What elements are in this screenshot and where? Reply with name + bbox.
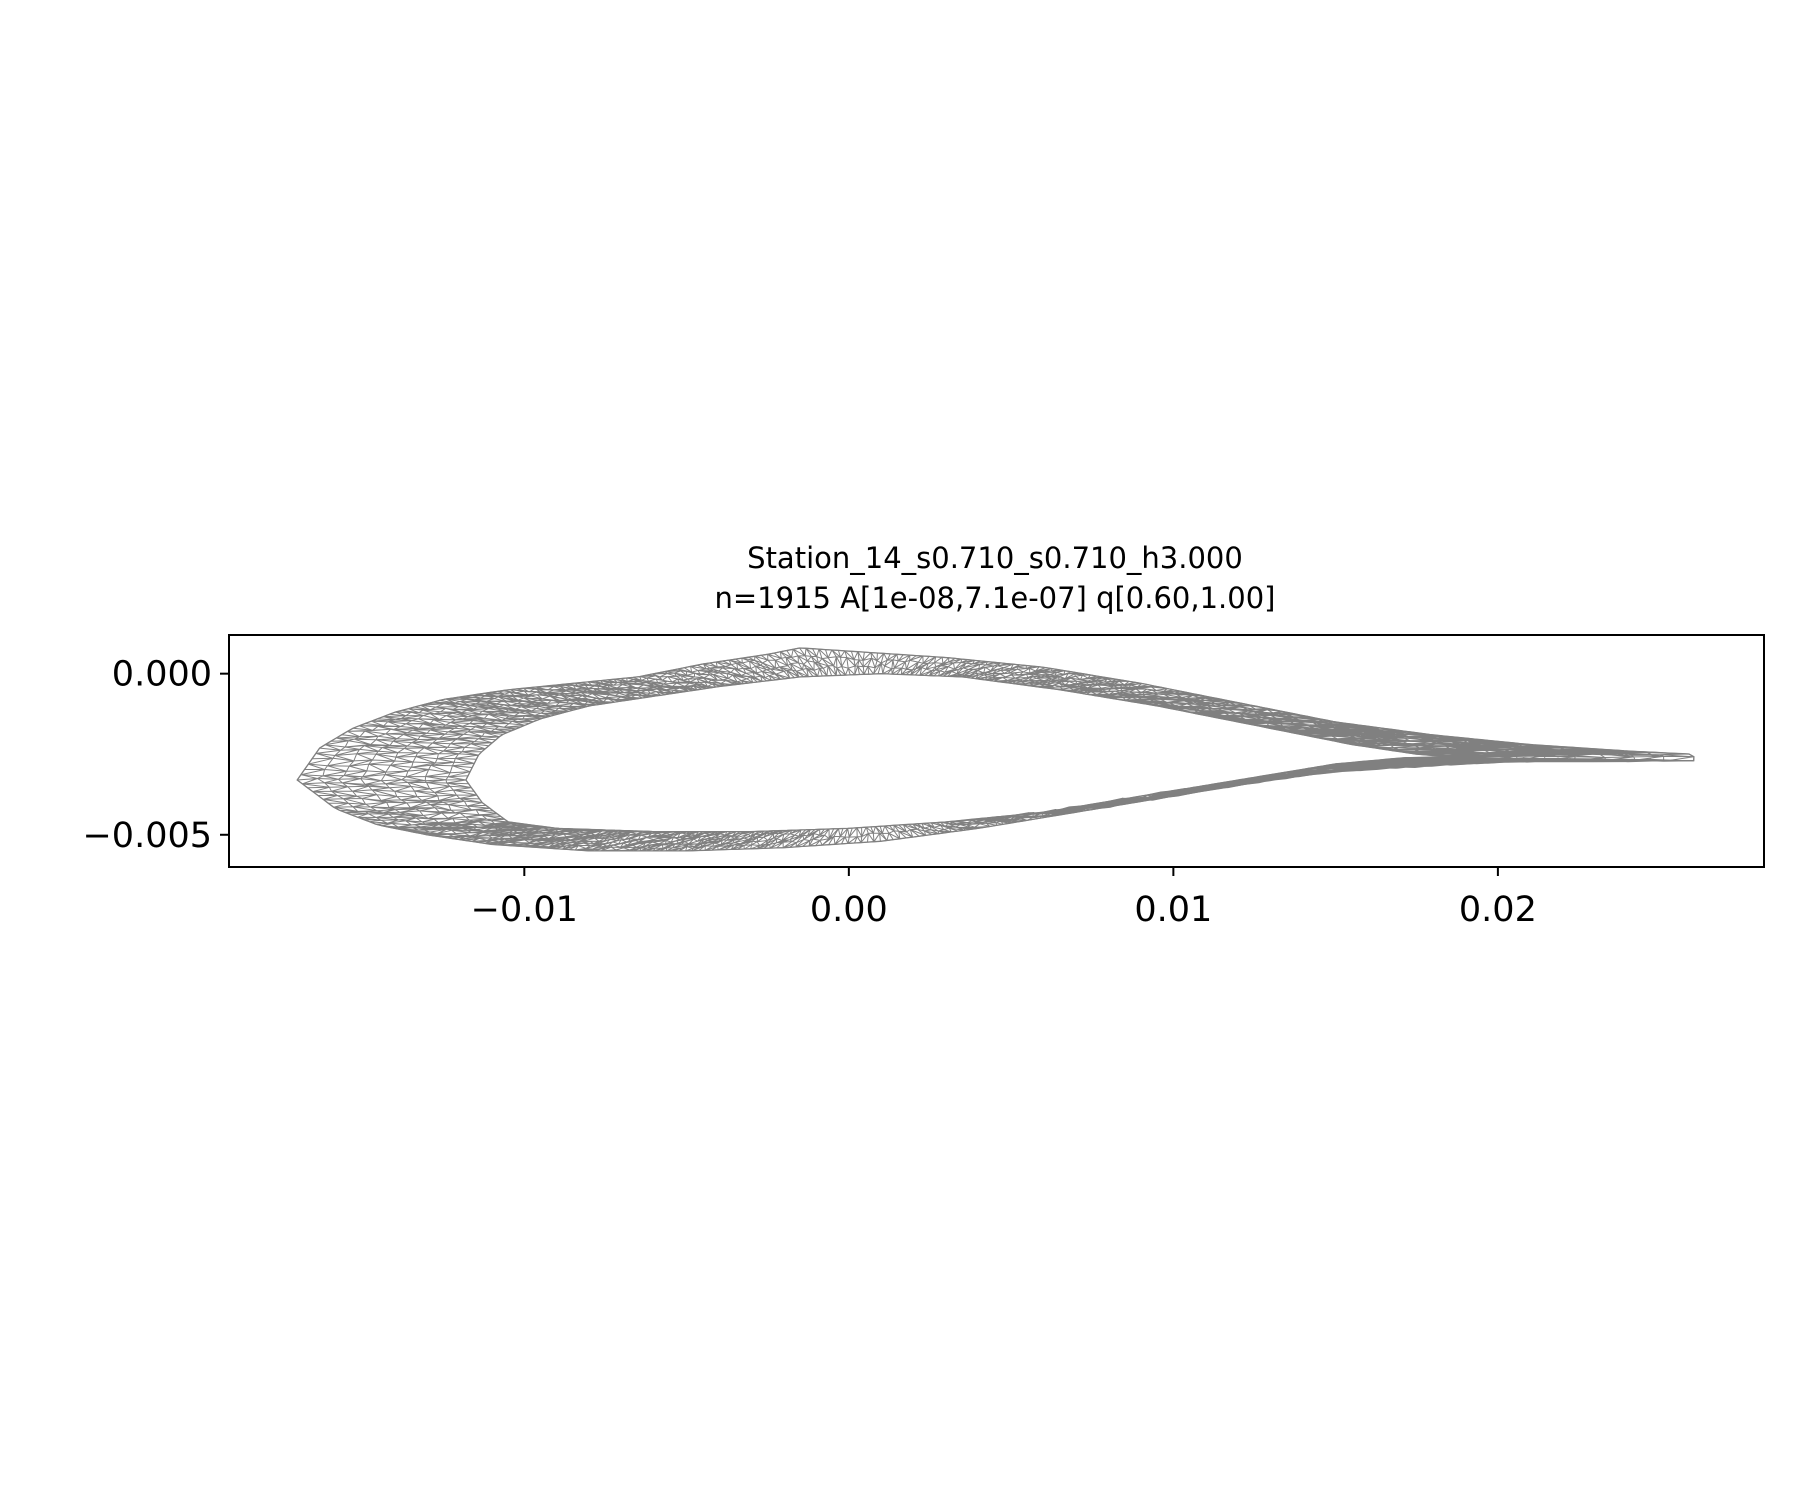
y-axis: 0.000 −0.005 <box>82 655 229 856</box>
chart-title: Station_14_s0.710_s0.710_h3.000 <box>747 541 1243 575</box>
x-tick-label: 0.02 <box>1459 890 1537 930</box>
mesh-inner-boundary <box>465 673 1459 833</box>
x-tick-label: 0.01 <box>1134 890 1212 930</box>
mesh-layer <box>296 647 1695 852</box>
y-tick-label: −0.005 <box>82 816 212 856</box>
mesh-outer-boundary <box>296 647 1695 852</box>
plot-frame <box>228 634 1765 868</box>
x-tick-label: −0.01 <box>471 890 578 930</box>
mesh-edges <box>296 647 1695 852</box>
x-axis: −0.01 0.00 0.01 0.02 <box>471 867 1537 930</box>
y-tick-label: 0.000 <box>112 655 212 695</box>
x-tick-label: 0.00 <box>810 890 888 930</box>
chart-subtitle: n=1915 A[1e-08,7.1e-07] q[0.60,1.00] <box>715 581 1276 615</box>
